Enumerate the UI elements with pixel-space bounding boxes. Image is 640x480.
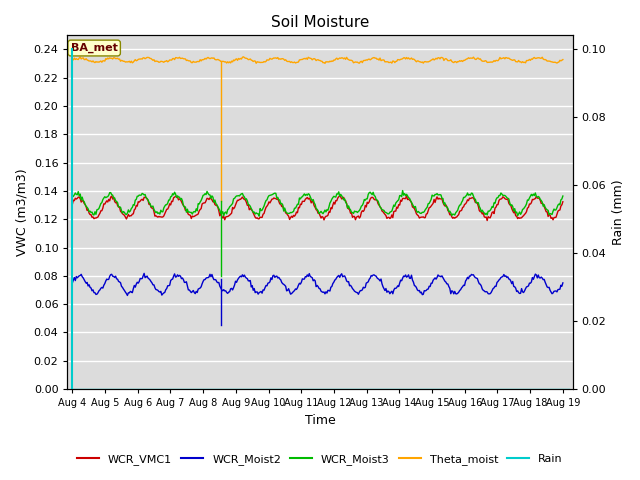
Legend: WCR_VMC1, WCR_Moist2, WCR_Moist3, Theta_moist, Rain: WCR_VMC1, WCR_Moist2, WCR_Moist3, Theta_… xyxy=(72,450,568,469)
Y-axis label: Rain (mm): Rain (mm) xyxy=(612,180,625,245)
Y-axis label: VWC (m3/m3): VWC (m3/m3) xyxy=(15,168,28,256)
Text: BA_met: BA_met xyxy=(71,43,118,53)
Title: Soil Moisture: Soil Moisture xyxy=(271,15,369,30)
X-axis label: Time: Time xyxy=(305,414,335,427)
